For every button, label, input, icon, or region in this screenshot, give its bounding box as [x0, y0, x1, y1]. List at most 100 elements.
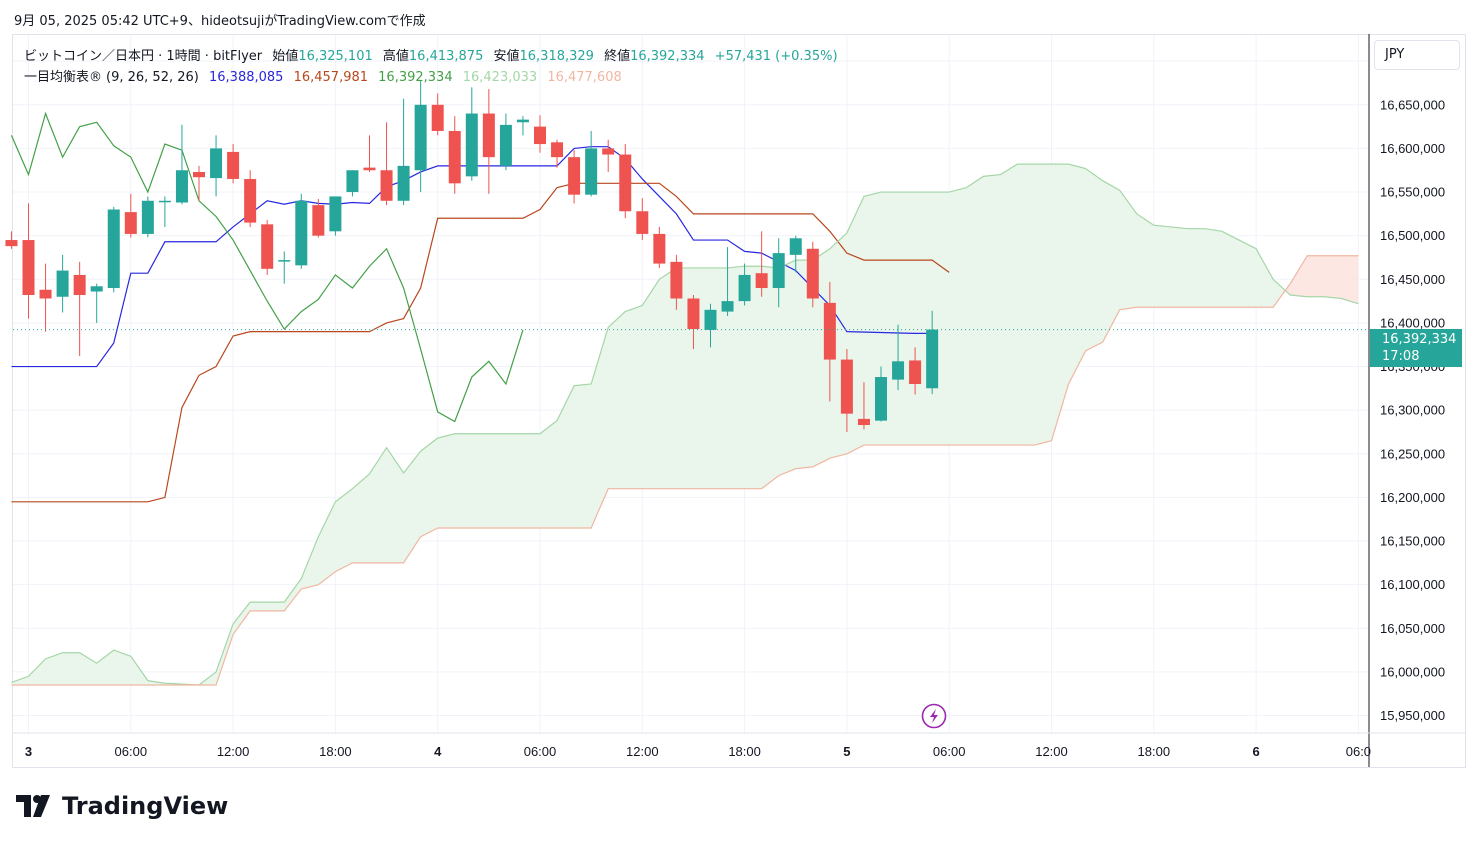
brand-name: TradingView [62, 792, 229, 820]
tradingview-logo[interactable]: TradingView [16, 792, 228, 820]
time-tick-label: 4 [434, 744, 442, 759]
price-tick-label: 16,600,000 [1380, 141, 1445, 156]
time-tick-label: 18:00 [1138, 744, 1171, 759]
time-tick-label: 12:00 [626, 744, 659, 759]
time-tick-label: 06:00 [115, 744, 148, 759]
candle-body [568, 157, 581, 195]
time-tick-label: 06:0 [1346, 744, 1371, 759]
change-value: +57,431 (+0.35%) [714, 49, 838, 64]
price-tick-label: 16,250,000 [1380, 446, 1445, 461]
open-label: 始値 [272, 49, 299, 64]
low-label: 安値 [493, 49, 520, 64]
candle-body [857, 418, 870, 426]
cloud-bullish [11, 164, 1286, 686]
candle-body [22, 240, 35, 296]
candle-body [823, 302, 836, 360]
price-tick-label: 16,100,000 [1380, 577, 1445, 592]
low-value: 16,318,329 [519, 49, 594, 64]
candle-body [602, 148, 615, 155]
candle-body [363, 167, 376, 171]
candle-body [346, 170, 359, 193]
candle-body [789, 238, 802, 255]
candle-body [414, 104, 427, 171]
candles [5, 80, 939, 432]
candle-body [397, 165, 410, 201]
senkou-b-line [11, 255, 1359, 686]
candle-body [312, 205, 325, 236]
candle-body [227, 151, 240, 179]
high-value: 16,413,875 [408, 49, 484, 64]
close-label: 終値 [604, 49, 631, 64]
candle-body [499, 124, 512, 166]
time-tick-label: 18:00 [319, 744, 352, 759]
candle-body [141, 200, 154, 234]
candle-body [926, 329, 939, 389]
indicator-params: (9, 26, 52, 26) [106, 70, 199, 85]
candle-body [244, 178, 257, 223]
candle-body [465, 113, 478, 177]
price-tick-label: 16,200,000 [1380, 490, 1445, 505]
candle-body [585, 148, 598, 195]
candle-body [738, 274, 751, 302]
time-tick-label: 6 [1252, 744, 1259, 759]
price-tick-label: 16,650,000 [1380, 97, 1445, 112]
ichimoku-cloud [11, 164, 1359, 686]
time-tick-label: 06:00 [933, 744, 966, 759]
candle-body [482, 113, 495, 158]
candle-body [193, 171, 205, 178]
candle-body [636, 211, 649, 234]
chikou-value: 16,392,334 [378, 70, 453, 85]
candle-body [619, 154, 632, 212]
price-tick-label: 16,450,000 [1380, 272, 1445, 287]
high-label: 高値 [382, 49, 409, 64]
currency-button[interactable]: JPY [1374, 40, 1460, 70]
candle-body [704, 309, 717, 330]
candle-body [806, 248, 819, 299]
candle-body [5, 240, 18, 247]
candle-body [551, 142, 564, 158]
candle-body [73, 274, 86, 296]
time-tick-label: 3 [25, 744, 32, 759]
chart-frame[interactable] [12, 34, 1466, 768]
candle-body [755, 273, 768, 289]
ichimoku-lines [10, 111, 1359, 686]
candle-body [875, 377, 887, 421]
kijun-value: 16,457,981 [293, 70, 369, 85]
indicator-name[interactable]: 一目均衡表® [24, 70, 103, 85]
time-tick-label: 18:00 [728, 744, 761, 759]
candle-body [840, 359, 853, 414]
candle-body [56, 270, 69, 297]
ohlc-legend: ビットコイン／日本円 · 1時間 · bitFlyer 始値16,325,101… [24, 45, 844, 64]
symbol-label[interactable]: ビットコイン／日本円 · 1時間 · bitFlyer [24, 49, 263, 64]
chart-extras [13, 329, 1368, 729]
candle-body [448, 130, 461, 184]
time-tick-label: 12:00 [217, 744, 250, 759]
created-by-line: 9月 05, 2025 05:42 UTC+9、hideotsujiがTradi… [14, 14, 426, 29]
chikou-line [10, 111, 524, 423]
price-tick-label: 16,550,000 [1380, 185, 1445, 200]
candle-body [175, 170, 188, 203]
close-value: 16,392,334 [630, 49, 705, 64]
candle-body [772, 253, 785, 289]
candle-body [687, 298, 700, 330]
bar-countdown: 17:08 [1382, 349, 1420, 364]
candle-body [670, 261, 683, 299]
candle-body [431, 104, 444, 131]
time-tick-label: 06:00 [524, 744, 557, 759]
candle-body [124, 212, 137, 234]
candle-body [295, 200, 308, 266]
time-tick-label: 12:00 [1035, 744, 1068, 759]
candle-body [516, 119, 529, 123]
price-tick-label: 16,400,000 [1380, 315, 1445, 330]
tenkan-value: 16,388,085 [209, 70, 284, 85]
candle-body [39, 289, 52, 299]
indicator-legend: 一目均衡表® (9, 26, 52, 26) 16,388,085 16,457,… [24, 66, 628, 85]
senkou-a-value: 16,423,033 [462, 70, 538, 85]
cloud-bearish [1285, 255, 1359, 304]
candle-body [329, 196, 342, 232]
price-tick-label: 16,150,000 [1380, 534, 1445, 549]
lightning-bolt-icon [930, 709, 938, 723]
kijun-line [11, 182, 950, 503]
tradingview-logo-icon [16, 795, 50, 817]
